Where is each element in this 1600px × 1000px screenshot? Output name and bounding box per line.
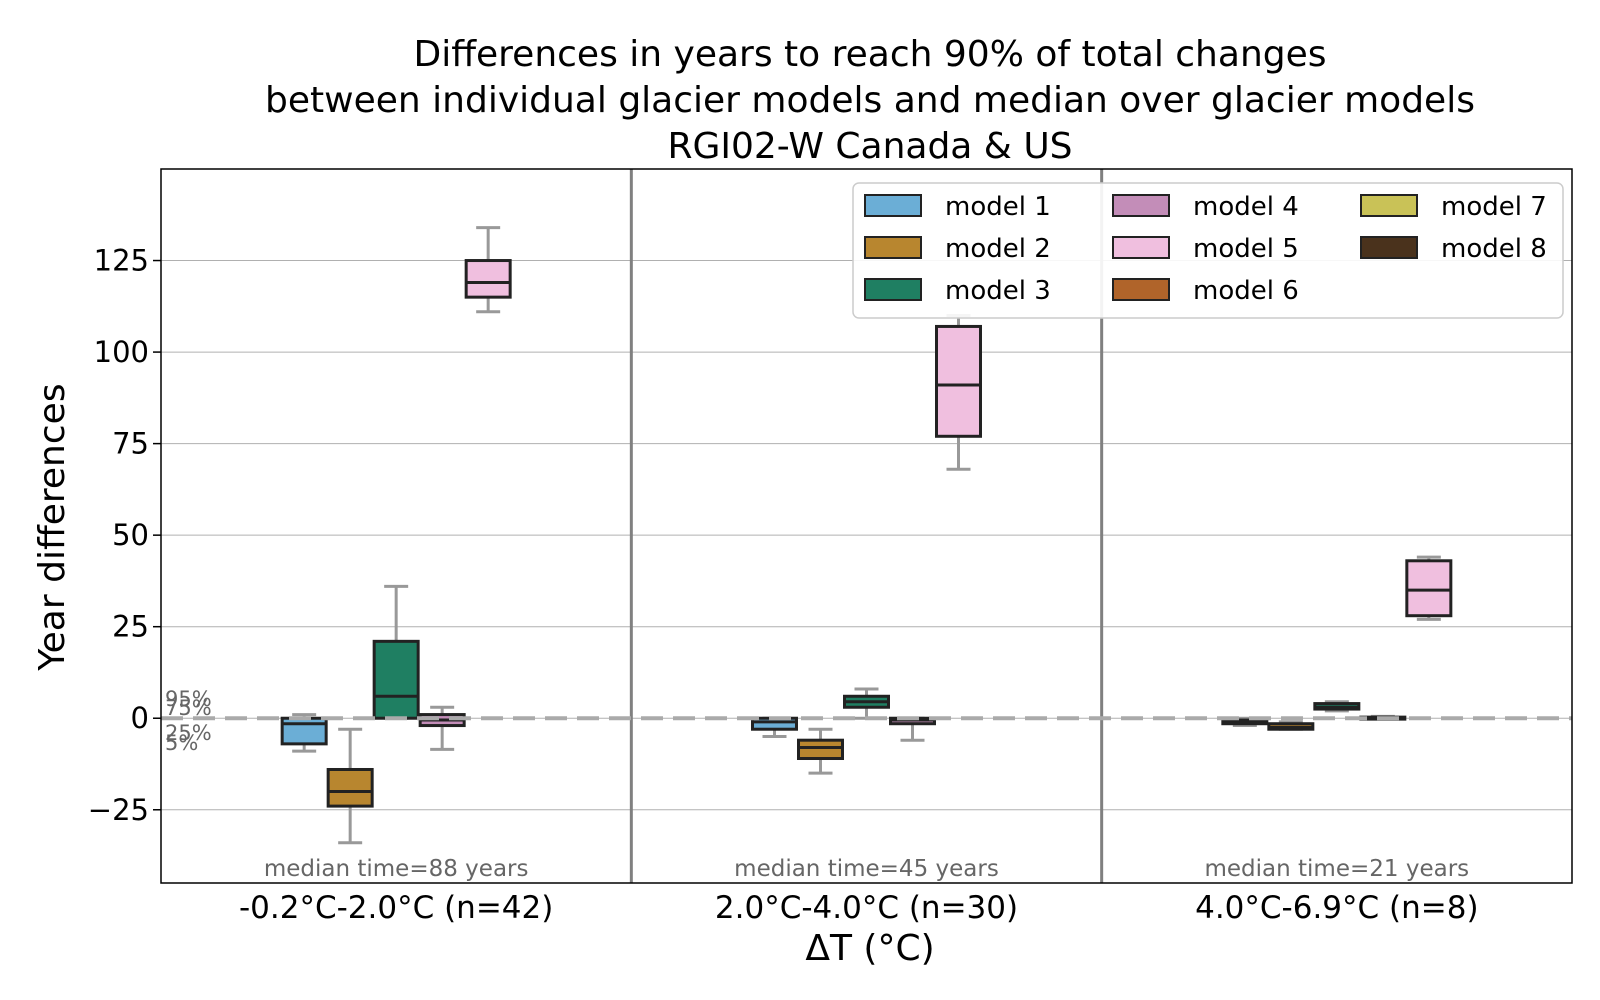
x-category-label: 4.0°C-6.9°C (n=8) — [1195, 890, 1478, 926]
legend-label: model 1 — [945, 192, 1051, 222]
legend-label: model 5 — [1193, 234, 1299, 264]
legend-label: model 7 — [1441, 192, 1547, 222]
annotations: median time=88 years median time=45 years… — [161, 687, 1572, 882]
legend-label: model 3 — [945, 276, 1051, 306]
median-time-note: median time=88 years — [264, 856, 529, 882]
x-axis-label: ΔT (°C) — [805, 928, 934, 969]
title-line-2: between individual glacier models and me… — [265, 80, 1475, 121]
legend-item: model 7 — [1360, 192, 1547, 222]
box-body — [280, 716, 328, 746]
percentile-label: 75% — [165, 696, 212, 720]
x-category-label: -0.2°C-2.0°C (n=42) — [239, 890, 553, 926]
legend-swatch — [1112, 278, 1170, 301]
legend: model 1 model 2 model 3 model 4 model 5 model… — [852, 182, 1564, 319]
legend-label: model 6 — [1193, 276, 1299, 306]
percentile-label: 25% — [165, 721, 212, 745]
legend-item: model 4 — [1112, 192, 1299, 222]
box-model-2 — [326, 727, 374, 845]
box-body — [372, 639, 420, 720]
box-plots — [280, 226, 1453, 845]
box-body — [1405, 559, 1453, 618]
chart-title: Differences in years to reach 90% of tot… — [265, 34, 1475, 167]
y-tick-label: 50 — [112, 518, 149, 552]
legend-item: model 3 — [864, 276, 1051, 306]
legend-item: model 2 — [864, 234, 1051, 264]
box-model-1 — [751, 716, 798, 739]
legend-item: model 1 — [864, 192, 1051, 222]
box-body — [464, 259, 512, 299]
y-tick-label: −25 — [88, 793, 149, 827]
box-body — [797, 738, 844, 761]
legend-label: model 4 — [1193, 192, 1299, 222]
box-body — [935, 324, 982, 438]
axes: −25 0 25 50 75 100 125 -0.2°C-2.0°C (n=42) 2.0°C… — [88, 168, 1573, 926]
median-time-note: median time=45 years — [734, 856, 999, 882]
box-model-4 — [889, 716, 936, 742]
plot-frame — [160, 168, 1573, 884]
box-model-1 — [1221, 716, 1269, 728]
y-tick-label: 100 — [94, 335, 149, 369]
y-tick-label: 25 — [112, 610, 149, 644]
legend-item: model 6 — [1112, 276, 1299, 306]
box-body — [326, 767, 374, 808]
box-model-1 — [280, 713, 328, 753]
percentile-label: 5% — [165, 731, 198, 755]
legend-swatch — [864, 236, 922, 259]
y-tick-label: 75 — [112, 427, 149, 461]
title-line-1: Differences in years to reach 90% of tot… — [413, 34, 1326, 75]
box-model-5 — [935, 313, 982, 471]
legend-swatch — [1360, 236, 1418, 259]
legend-item: model 5 — [1112, 234, 1299, 264]
box-model-5 — [464, 226, 512, 314]
box-model-2 — [797, 727, 844, 775]
legend-swatch — [1360, 194, 1418, 217]
legend-swatch — [864, 194, 922, 217]
box-model-2 — [1267, 720, 1315, 731]
legend-label: model 2 — [945, 234, 1051, 264]
legend-swatch — [864, 278, 922, 301]
box-model-3 — [843, 687, 890, 720]
legend-item: model 8 — [1360, 234, 1547, 264]
y-axis-label: Year differences — [32, 383, 73, 671]
box-model-3 — [372, 584, 420, 720]
y-tick-label: 0 — [131, 701, 149, 735]
legend-swatch — [1112, 236, 1170, 259]
median-time-note: median time=21 years — [1205, 856, 1470, 882]
x-category-label: 2.0°C-4.0°C (n=30) — [715, 890, 1018, 926]
percentile-label: 95% — [165, 687, 212, 711]
y-tick-label: 125 — [94, 244, 149, 278]
legend-label: model 8 — [1441, 234, 1547, 264]
box-model-4 — [418, 705, 466, 751]
title-line-3: RGI02-W Canada & US — [667, 126, 1072, 167]
box-model-5 — [1405, 555, 1453, 621]
legend-swatch — [1112, 194, 1170, 217]
box-model-3 — [1313, 700, 1361, 713]
